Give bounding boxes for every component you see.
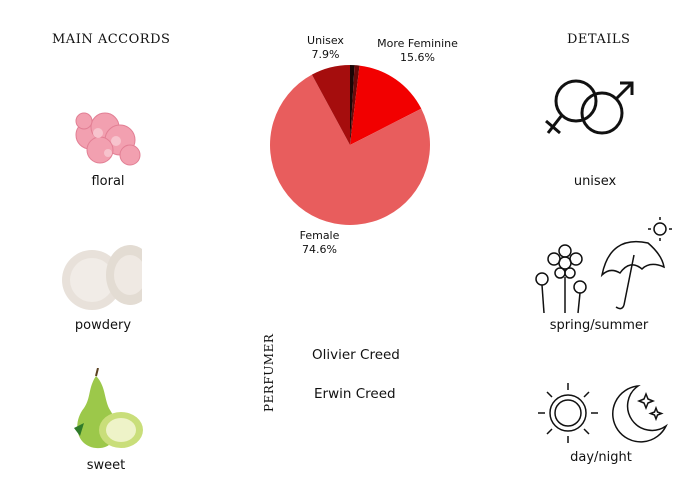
pie-slice-more-feminine — [350, 65, 422, 145]
details-heading: DETAILS — [567, 32, 631, 47]
gender-pie-chart — [270, 65, 430, 225]
perfumer-heading: PERFUMER — [262, 333, 276, 412]
gender-symbols-icon — [545, 79, 634, 135]
detail-time-label: day/night — [570, 450, 632, 465]
pie-slice-unlabeled-0 — [350, 65, 355, 145]
pie-label-female-value: 74.6% — [302, 243, 337, 256]
pie-label-more-feminine: More Feminine 15.6% — [370, 37, 465, 65]
pie-label-female-name: Female — [299, 229, 340, 242]
detail-season-label: spring/summer — [549, 318, 649, 333]
detail-unisex-label: unisex — [573, 174, 617, 189]
powder-image — [62, 245, 142, 310]
pie-slice-unlabeled-1 — [350, 65, 360, 145]
pie-label-unisex-value: 7.9% — [311, 48, 340, 61]
pie-label-more-feminine-value: 15.6% — [400, 51, 435, 64]
pie-slice-female — [270, 74, 430, 225]
pie-slice-unisex — [311, 65, 350, 145]
pear-image — [74, 368, 143, 449]
accord-sweet-label: sweet — [86, 458, 126, 473]
carnation-flower-image — [75, 112, 141, 166]
flowers-umbrella-sun-icon — [535, 217, 672, 314]
sun-moon-icon — [538, 383, 668, 443]
pie-label-female: Female 74.6% — [292, 229, 347, 257]
accord-powdery-label: powdery — [74, 318, 132, 333]
pie-label-more-feminine-name: More Feminine — [377, 37, 458, 50]
main-accords-heading: MAIN ACCORDS — [52, 32, 171, 47]
perfumer-name-2[interactable]: Erwin Creed — [314, 386, 396, 402]
pie-label-unisex: Unisex 7.9% — [298, 34, 353, 62]
accord-floral-label: floral — [91, 174, 125, 189]
perfumer-name-1[interactable]: Olivier Creed — [312, 347, 400, 363]
pie-label-unisex-name: Unisex — [307, 34, 344, 47]
